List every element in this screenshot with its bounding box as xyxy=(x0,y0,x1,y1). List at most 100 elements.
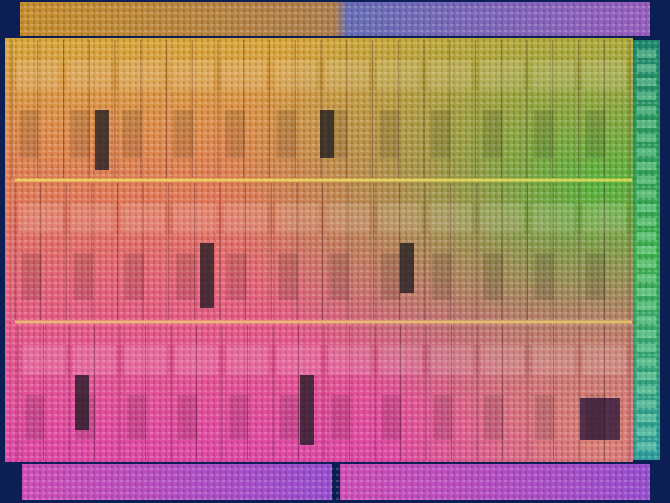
logic-block xyxy=(535,395,555,440)
logic-block xyxy=(127,395,147,440)
logic-block xyxy=(483,253,503,300)
dark-slot xyxy=(75,375,89,430)
logic-block xyxy=(432,253,452,300)
right-io-texture xyxy=(633,40,660,460)
cache-block xyxy=(175,345,218,375)
io-pad xyxy=(637,274,656,282)
io-pad xyxy=(637,414,656,422)
cache-block xyxy=(531,60,575,90)
cache-block xyxy=(124,345,167,375)
logic-block xyxy=(534,253,555,300)
cache-block xyxy=(275,203,319,233)
logic-block xyxy=(22,253,42,300)
cache-block xyxy=(170,60,214,90)
cache-block xyxy=(70,203,114,233)
logic-block xyxy=(482,110,503,158)
io-pad xyxy=(637,260,656,268)
cache-block xyxy=(273,60,317,90)
io-pad xyxy=(637,204,656,212)
cache-block xyxy=(22,345,65,375)
logic-block xyxy=(122,110,142,158)
cache-block xyxy=(582,203,626,233)
logic-block xyxy=(433,395,453,440)
logic-block xyxy=(329,253,350,300)
io-pad xyxy=(637,302,656,310)
cache-block xyxy=(430,345,473,375)
io-pad xyxy=(637,442,656,450)
io-pad xyxy=(637,288,656,296)
logic-block xyxy=(276,110,297,158)
io-pad xyxy=(637,218,656,226)
cache-block xyxy=(481,345,524,375)
logic-block xyxy=(379,110,400,158)
io-pad xyxy=(637,162,656,170)
io-pad xyxy=(637,50,656,58)
logic-block xyxy=(225,110,245,158)
io-pad xyxy=(637,400,656,408)
logic-block xyxy=(227,253,247,300)
io-pad xyxy=(637,428,656,436)
cache-block xyxy=(119,60,163,90)
io-pad xyxy=(637,134,656,142)
logic-block xyxy=(19,110,39,158)
logic-block xyxy=(585,253,606,300)
dark-slot xyxy=(400,243,414,293)
logic-block xyxy=(175,253,196,300)
cache-block xyxy=(226,345,269,375)
cache-block xyxy=(224,203,268,233)
io-pad xyxy=(637,330,656,338)
logic-block xyxy=(124,253,145,300)
io-pad xyxy=(637,148,656,156)
cache-block xyxy=(19,203,63,233)
cache-block xyxy=(480,203,524,233)
dark-slot xyxy=(300,375,314,445)
cache-block xyxy=(328,345,371,375)
cache-block xyxy=(377,203,421,233)
dark-slot xyxy=(320,110,334,158)
cache-block xyxy=(67,60,111,90)
logic-block xyxy=(382,395,402,440)
logic-block xyxy=(280,395,300,440)
logic-block xyxy=(484,395,504,440)
io-pad xyxy=(637,78,656,86)
logic-block xyxy=(25,395,45,440)
cache-block xyxy=(73,345,116,375)
cache-block xyxy=(376,60,420,90)
io-pad xyxy=(637,358,656,366)
cache-block xyxy=(121,203,165,233)
io-pad xyxy=(637,176,656,184)
io-pad xyxy=(637,190,656,198)
logic-block xyxy=(73,253,93,300)
cache-block xyxy=(379,345,422,375)
cache-block xyxy=(16,60,60,90)
cache-block xyxy=(172,203,216,233)
io-pad xyxy=(637,386,656,394)
dark-slot xyxy=(200,243,214,308)
io-pad xyxy=(637,372,656,380)
dark-slot xyxy=(95,110,109,170)
cache-block xyxy=(582,60,626,90)
io-pad xyxy=(637,316,656,324)
cache-block xyxy=(479,60,523,90)
cache-block xyxy=(583,345,626,375)
bottom-io-texture xyxy=(22,464,650,500)
logic-block xyxy=(380,253,401,300)
logic-block xyxy=(586,395,606,440)
cache-block xyxy=(325,60,369,90)
logic-block xyxy=(331,395,351,440)
logic-block xyxy=(585,110,606,158)
cache-block xyxy=(532,345,575,375)
top-io-texture xyxy=(20,2,650,36)
cache-block xyxy=(429,203,473,233)
io-pad xyxy=(637,246,656,254)
cache-block xyxy=(531,203,575,233)
cache-block xyxy=(277,345,320,375)
core-area-texture xyxy=(5,38,633,462)
logic-block xyxy=(178,395,198,440)
io-pad xyxy=(637,64,656,72)
cache-block xyxy=(222,60,266,90)
io-pad xyxy=(637,232,656,240)
logic-block xyxy=(173,110,194,158)
